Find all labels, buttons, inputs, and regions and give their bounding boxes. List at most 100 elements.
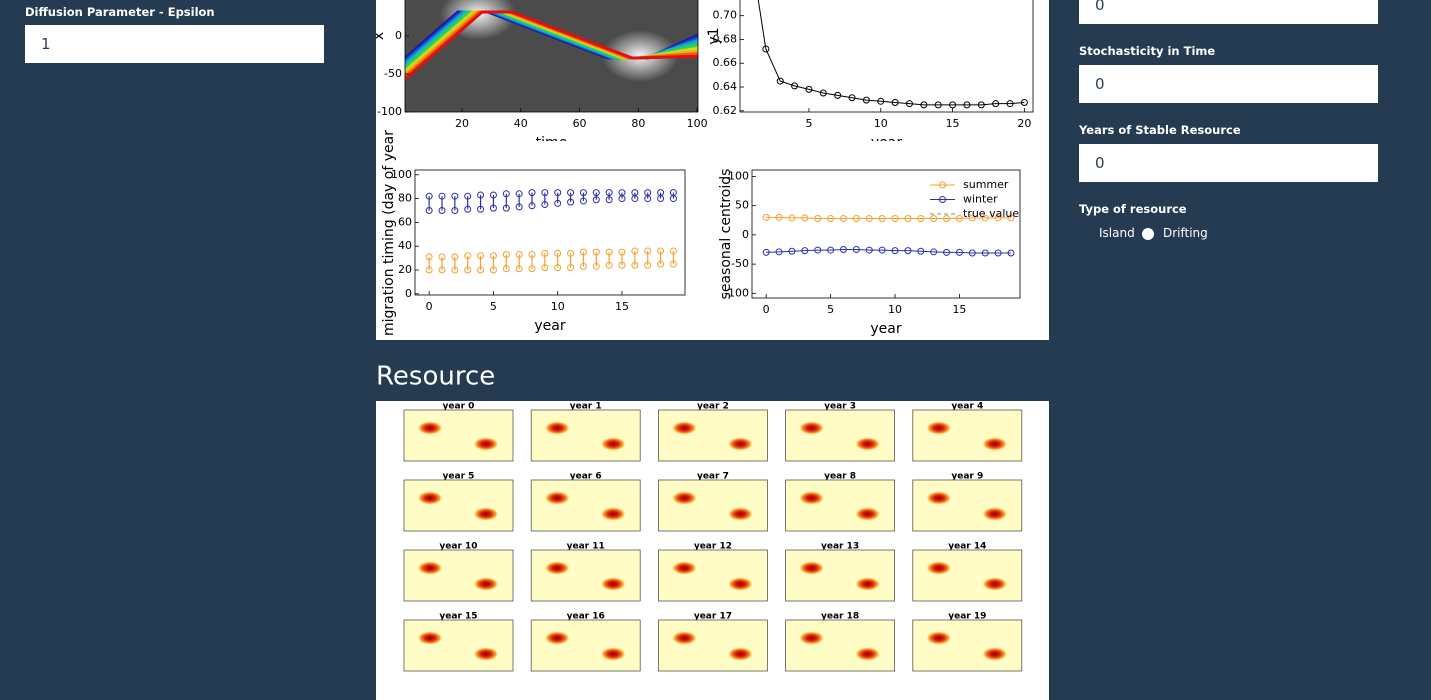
marker	[930, 248, 938, 256]
marker	[644, 195, 652, 203]
marker	[464, 192, 472, 200]
plot-area	[405, 0, 698, 112]
resource-patch	[925, 421, 952, 435]
x-axis-label: year	[871, 135, 902, 151]
radio-option[interactable]: Drifting	[1163, 226, 1208, 240]
resource-map	[403, 479, 514, 532]
resource-patch	[417, 421, 443, 435]
y-tick-label: 0	[742, 228, 749, 241]
marker	[949, 101, 957, 109]
resource-patch	[600, 437, 627, 451]
marker	[963, 101, 971, 109]
text-input[interactable]: 1	[25, 25, 324, 63]
marker	[788, 247, 796, 255]
marker	[917, 247, 925, 255]
y-tick-label: -50	[384, 67, 402, 80]
marker	[917, 215, 925, 223]
marker	[631, 195, 639, 203]
marker	[528, 189, 536, 197]
marker	[852, 215, 860, 223]
marker	[839, 215, 847, 223]
marker	[631, 261, 639, 269]
y-tick-label: 0	[405, 287, 412, 300]
resource-patch	[925, 491, 952, 505]
panel-title: year 8	[824, 472, 856, 482]
panel-title: year 14	[948, 542, 986, 552]
marker	[775, 213, 783, 221]
marker	[977, 101, 985, 109]
marker	[930, 215, 938, 223]
y-tick-label: 0.70	[713, 9, 738, 22]
marker	[592, 196, 600, 204]
marker	[801, 247, 809, 255]
x-tick-label: 10	[874, 117, 888, 130]
marker	[579, 197, 587, 205]
marker	[425, 206, 433, 214]
marker	[994, 214, 1002, 222]
field-label: Stochasticity in Time	[1079, 44, 1216, 58]
marker	[592, 262, 600, 270]
resource-patch	[854, 647, 881, 661]
text-input[interactable]: 0	[1079, 144, 1378, 182]
y-axis-label: x	[371, 32, 387, 40]
marker	[943, 215, 951, 223]
marker	[579, 189, 587, 197]
marker	[554, 249, 562, 257]
resource-patch	[925, 561, 952, 575]
legend-label: true value	[963, 207, 1019, 220]
marker	[878, 215, 886, 223]
series-line	[757, 0, 1025, 106]
marker	[877, 97, 885, 105]
panel-title: year 10	[439, 542, 477, 552]
resource-map	[912, 409, 1023, 462]
resource-map	[785, 409, 895, 462]
axes-frame	[739, 0, 1034, 113]
marker	[541, 264, 549, 272]
resource-map	[403, 619, 514, 672]
marker	[644, 261, 652, 269]
text-input[interactable]: 0	[1079, 0, 1378, 24]
text-input[interactable]: 0	[1079, 65, 1378, 103]
x-tick-label: 0	[426, 300, 433, 313]
resource-patch	[671, 631, 698, 645]
axes-frame	[751, 169, 1021, 299]
marker	[502, 204, 510, 212]
marker	[1020, 98, 1028, 106]
radio-option[interactable]: Island	[1099, 226, 1135, 240]
legend-marker	[939, 196, 946, 203]
marker	[605, 261, 613, 269]
resource-map	[658, 479, 768, 532]
marker	[776, 77, 784, 85]
y-tick-label: 0.64	[713, 80, 738, 93]
x-tick-label: 5	[805, 117, 812, 130]
marker	[451, 253, 459, 261]
radio-button[interactable]	[1142, 228, 1154, 240]
marker	[451, 192, 459, 200]
resource-patch	[417, 491, 443, 505]
marker	[618, 248, 626, 256]
legend-label: summer	[963, 178, 1009, 191]
resource-map	[912, 549, 1023, 602]
x-tick-label: 15	[615, 300, 629, 313]
marker	[669, 195, 677, 203]
marker	[968, 249, 976, 257]
panel-title: year 2	[697, 402, 729, 412]
y-axis-label: y1	[706, 27, 722, 44]
plot-area	[425, 189, 677, 274]
marker	[934, 101, 942, 109]
marker	[801, 214, 809, 222]
resource-patch	[671, 421, 698, 435]
panel-title: year 19	[948, 612, 986, 622]
marker	[464, 266, 472, 274]
panel-title: year 4	[951, 402, 983, 412]
marker	[788, 214, 796, 222]
resource-patch	[981, 437, 1008, 451]
legend-label: winter	[963, 193, 998, 206]
resource-patch	[473, 437, 499, 451]
marker	[489, 191, 497, 199]
resource-patch	[925, 631, 952, 645]
marker	[865, 215, 873, 223]
y-tick-label: 40	[398, 239, 412, 252]
resource-map	[658, 619, 768, 672]
